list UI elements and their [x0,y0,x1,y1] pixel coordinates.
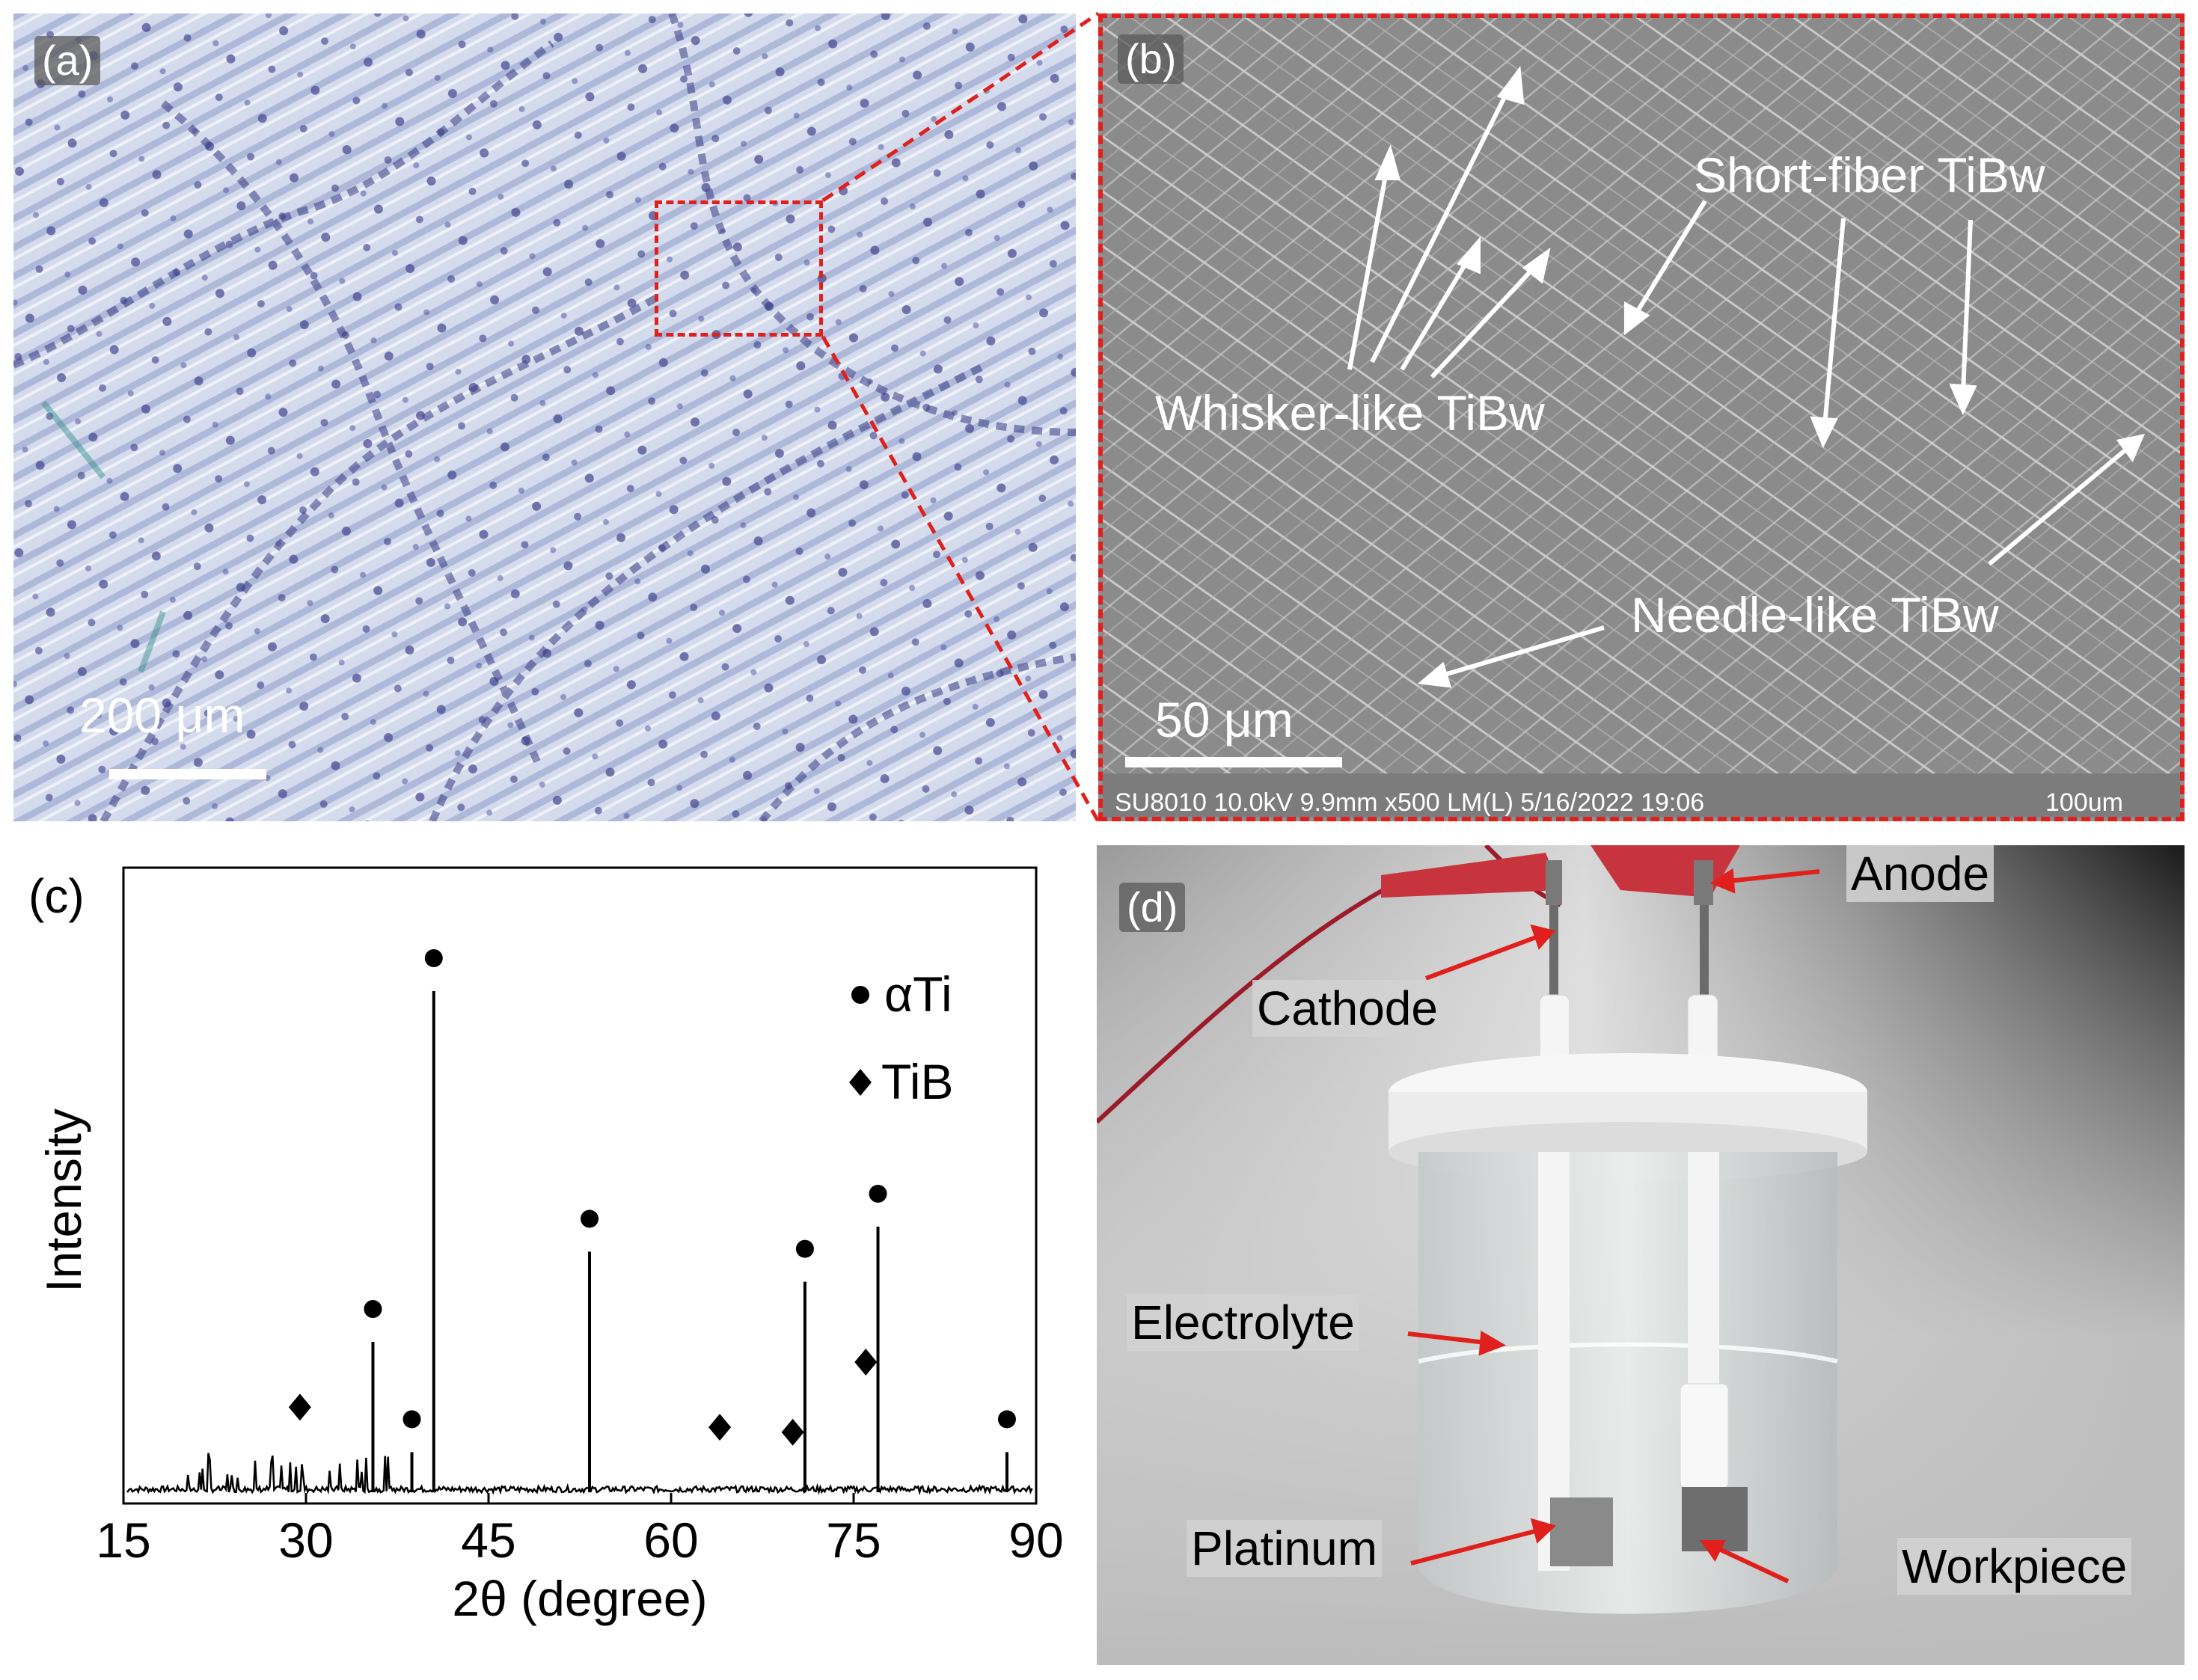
annotation-needle-like-tibw: Needle-like TiBw [1631,587,1999,643]
panel-b-scale-bar [1125,757,1342,767]
panel-a-label: (a) [34,36,101,85]
legend-tib-label: TiB [881,1054,954,1109]
alpha-ti-marker [869,1184,887,1203]
label-electrolyte: Electrolyte [1127,1294,1359,1351]
panel-c-label: (c) [28,869,85,923]
panel-d-setup-photo: (d) Anode Cathode Electrolyte Platinum W… [1097,845,2185,1665]
x-tick-label: 75 [826,1512,881,1568]
sem-arrows [1347,66,2146,688]
plot-frame [122,866,1038,1505]
tib-marker [854,1349,878,1376]
tib-marker [781,1418,804,1446]
label-anode: Anode [1846,845,1995,902]
x-tick-label: 90 [1008,1512,1063,1568]
label-cathode: Cathode [1252,980,1442,1037]
annotation-whisker-like-tibw: Whisker-like TiBw [1155,385,1545,441]
xrd-baseline [126,1453,1033,1496]
xrd-plot: 15 30 45 60 75 90 2θ (degree) Intensity αTi TiB [36,866,1064,1626]
legend-tib-symbol [849,1069,872,1096]
alpha-ti-marker [424,949,443,967]
panel-b-sem-micrograph: (b) Whisker-like TiBw Short-fiber TiBw N… [1098,13,2185,821]
x-tick-label: 30 [278,1512,333,1568]
label-platinum: Platinum [1187,1520,1382,1577]
inset-box [655,200,823,337]
legend-alpha-ti-symbol [851,986,869,1004]
alpha-ti-marker [997,1410,1016,1429]
alpha-ti-marker [402,1410,421,1429]
panel-c-xrd-chart: (c) 15 30 45 60 75 90 2θ (degree) Intensity αTi T… [0,841,1077,1680]
label-workpiece: Workpiece [1897,1538,2132,1595]
sem-footer-info: SU8010 10.0kV 9.9mm x500 LM(L) 5/16/2022… [1115,788,1705,817]
x-tick-label: 15 [96,1512,150,1568]
annotation-short-fiber-tibw: Short-fiber TiBw [1694,147,2045,203]
sem-footer-scale: 100um [2045,788,2123,817]
tib-marker [288,1394,311,1421]
alpha-ti-marker [795,1239,814,1258]
tib-marker [708,1414,732,1441]
x-tick-label: 60 [643,1512,698,1568]
panel-d-label: (d) [1119,883,1186,932]
photo-red-arrows [1407,868,1820,1584]
sem-micrograph-texture [1103,18,2180,817]
y-axis-label: Intensity [36,1109,91,1293]
panel-a-scale-bar [109,769,266,779]
x-tick-label: 45 [461,1512,515,1568]
legend-alpha-ti-label: αTi [884,966,952,1022]
alpha-ti-marker [364,1300,382,1318]
panel-a-scale-text: 200 μm [79,687,245,743]
x-axis-label: 2θ (degree) [452,1571,707,1626]
panel-a-optical-micrograph: (a) 200 μm [13,13,1076,821]
panel-b-label: (b) [1118,34,1184,84]
panel-b-scale-text: 50 μm [1155,692,1294,747]
alpha-ti-marker [581,1210,599,1228]
